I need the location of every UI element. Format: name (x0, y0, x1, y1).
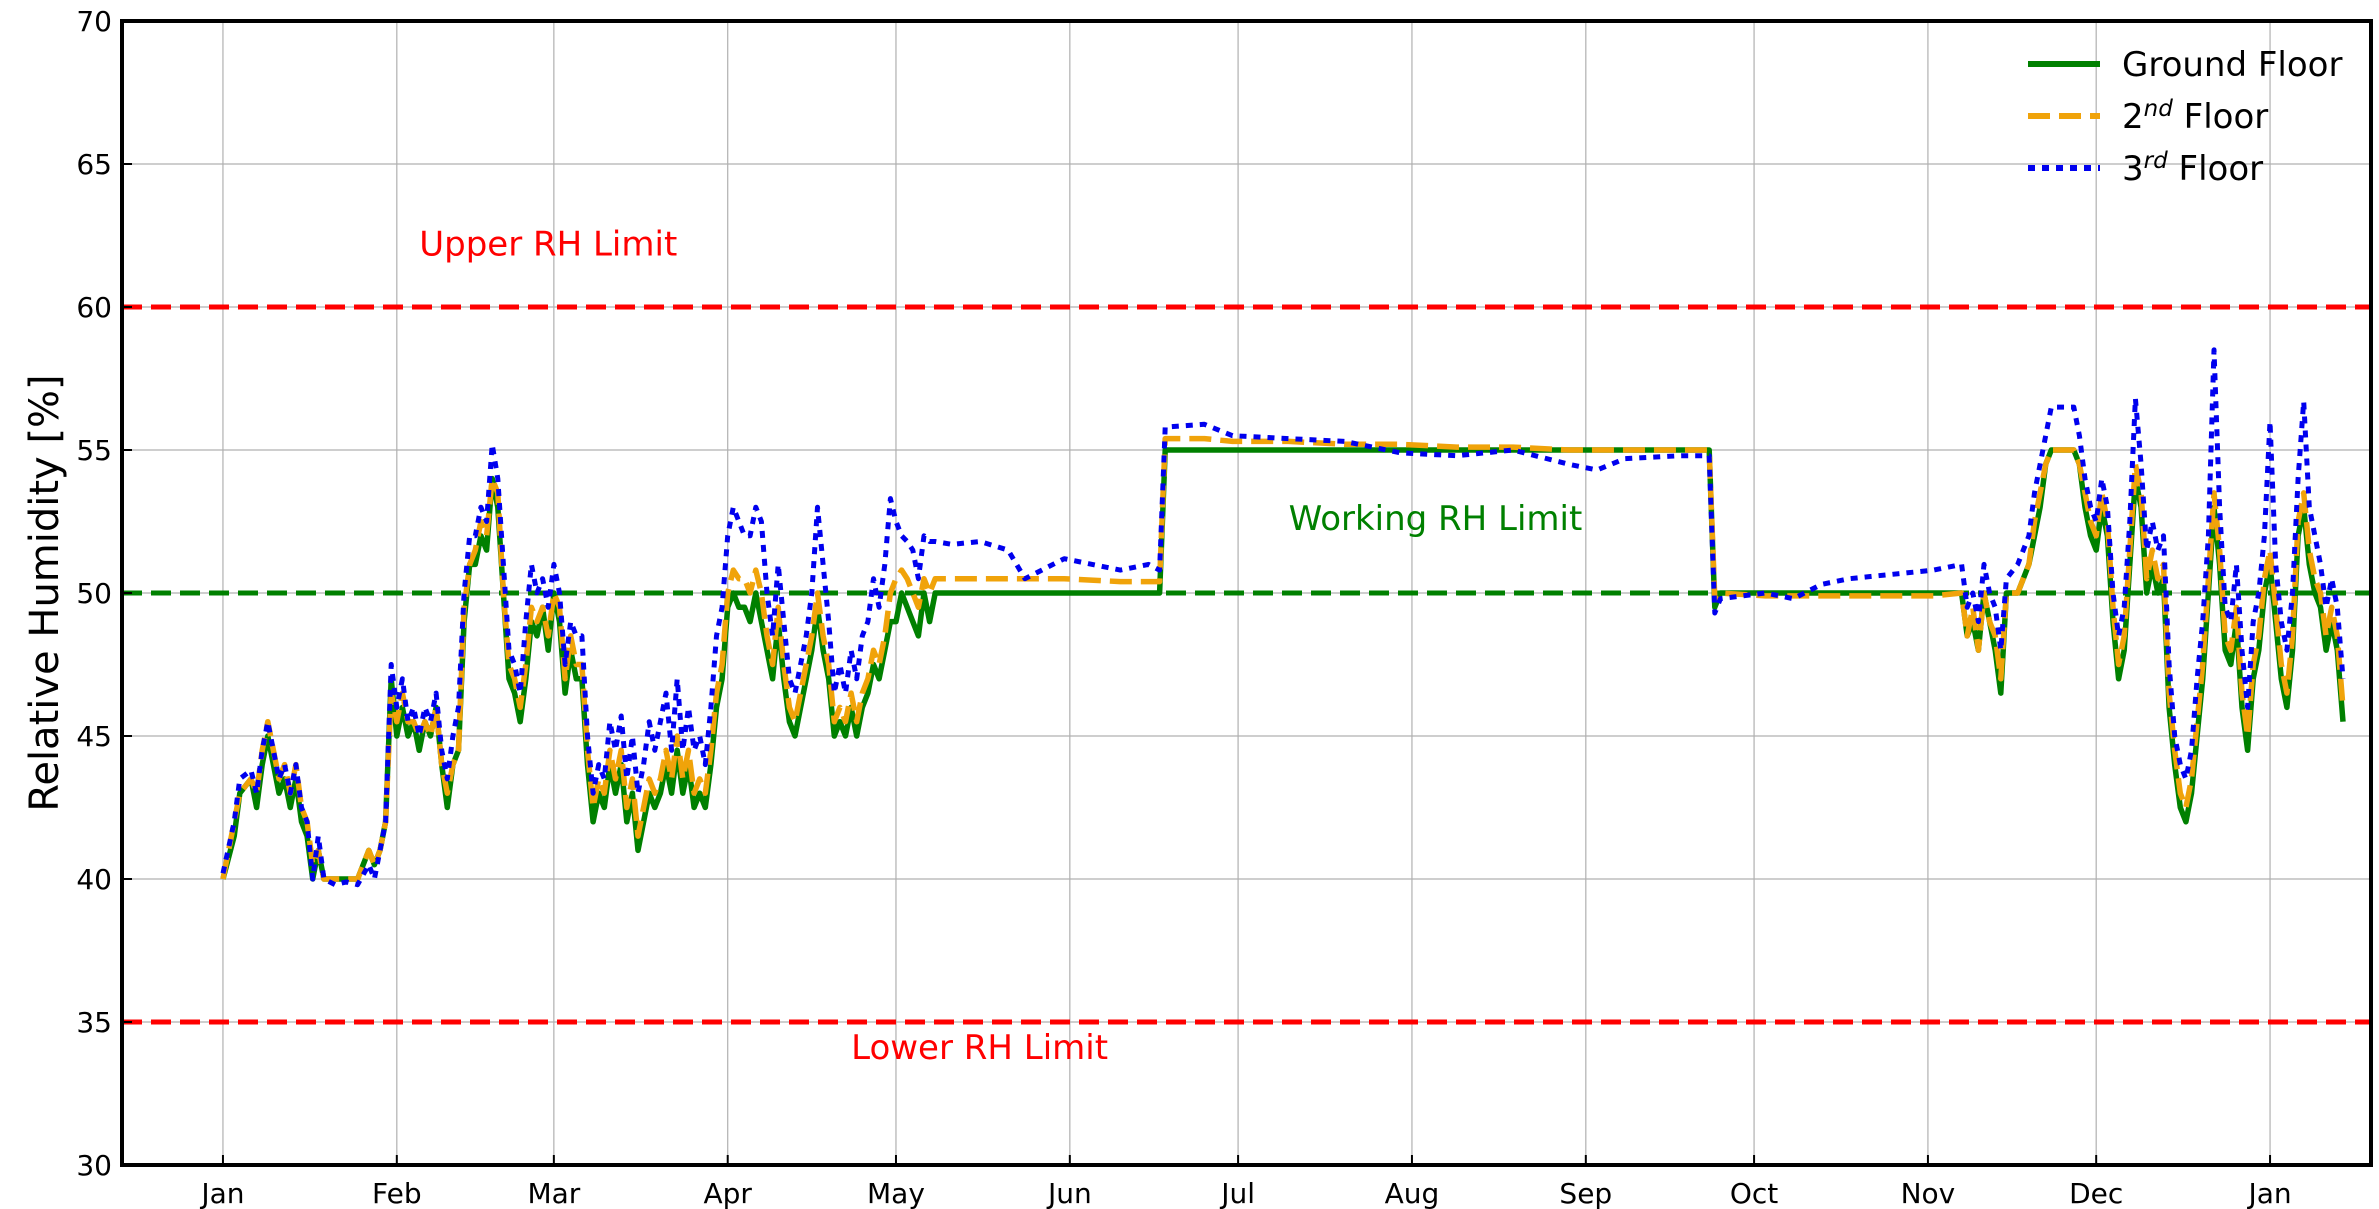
y-tick-label: 50 (76, 577, 112, 610)
reference-label: Lower RH Limit (851, 1028, 1108, 1068)
y-tick-label: 35 (76, 1006, 112, 1039)
x-tick-label: Apr (703, 1177, 752, 1209)
y-tick-label: 40 (76, 863, 112, 896)
x-axis-ticks: Jan Feb Mar Apr May Jun Jul Aug Sep Oct Nov Dec Jan (199, 1155, 2292, 1209)
y-tick-label: 60 (76, 291, 112, 324)
y-tick-label: 70 (76, 5, 112, 38)
x-tick-label: Feb (372, 1177, 422, 1209)
legend-label: 2nd Floor (2122, 96, 2268, 137)
x-tick-label: Aug (1385, 1177, 1440, 1209)
x-tick-label: Sep (1559, 1177, 1612, 1209)
y-axis-title: Relative Humidity [%] (22, 374, 68, 811)
x-tick-label: Jan (2246, 1177, 2291, 1209)
reference-lines (122, 304, 2371, 1025)
y-tick-label: 55 (76, 434, 112, 467)
y-tick-label: 65 (76, 148, 112, 181)
x-tick-label: May (867, 1177, 925, 1209)
reference-label: Working RH Limit (1289, 499, 1583, 539)
x-tick-label: Dec (2069, 1177, 2123, 1209)
legend: Ground Floor 2nd Floor 3rd Floor (2028, 45, 2342, 189)
y-axis-ticks: 30 35 40 45 50 55 60 65 70 (76, 5, 132, 1182)
legend-label: Ground Floor (2122, 45, 2342, 85)
x-tick-label: Oct (1730, 1177, 1778, 1209)
y-tick-label: 30 (76, 1149, 112, 1182)
series-line (220, 435, 2346, 882)
x-tick-label: Nov (1901, 1177, 1956, 1209)
x-tick-label: Jun (1046, 1177, 1092, 1209)
x-tick-label: Jan (199, 1177, 244, 1209)
x-tick-label: Mar (527, 1177, 580, 1209)
reference-label: Upper RH Limit (419, 225, 677, 265)
y-tick-label: 45 (76, 720, 112, 753)
x-tick-label: Jul (1219, 1177, 1255, 1209)
legend-label: 3rd Floor (2122, 148, 2263, 189)
reference-labels: Upper RH Limit Working RH Limit Lower RH L… (419, 225, 1582, 1069)
series-lines (220, 347, 2346, 888)
